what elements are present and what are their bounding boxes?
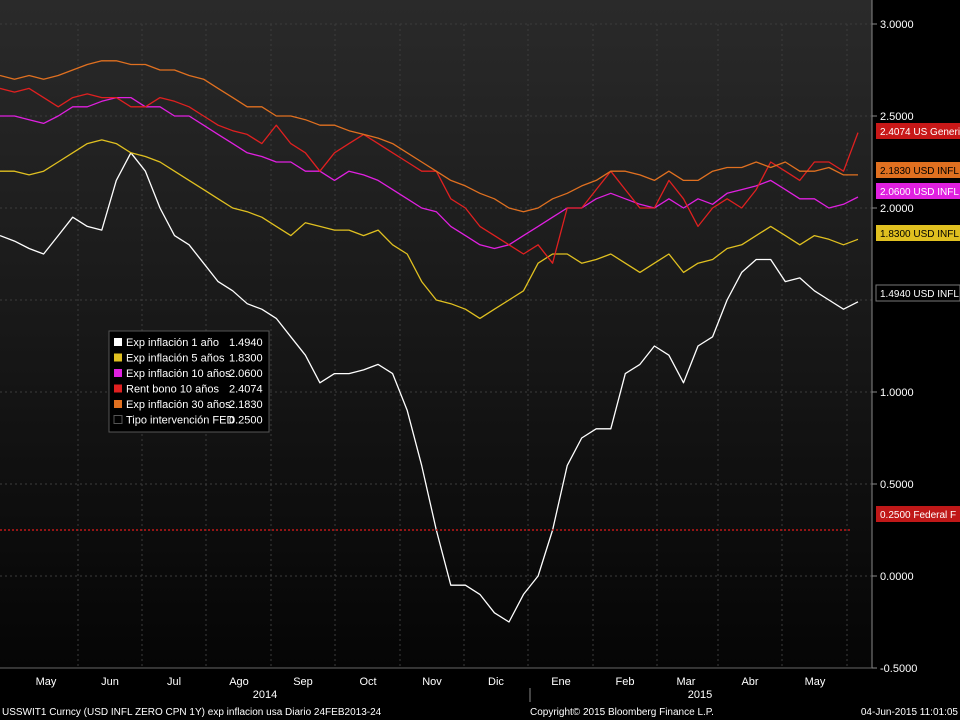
legend-value: 1.8300 [229, 353, 263, 365]
x-tick-label: Jun [101, 676, 119, 688]
series-line-2 [0, 96, 859, 250]
x-tick-label: Oct [359, 676, 376, 688]
series-line-0 [0, 152, 859, 623]
legend-value: 2.0600 [229, 368, 263, 380]
x-tick-label: May [36, 676, 57, 688]
last-value-tags: 1.4940 USD INFL 1.8300 USD INFL 2.0600 USD… [875, 123, 960, 522]
footer-date: 04-Jun-2015 11:01:05 [861, 707, 959, 718]
y-tick-label: 0.5000 [880, 479, 914, 491]
x-tick-label: Mar [677, 676, 696, 688]
x-tick-label: Sep [293, 676, 313, 688]
last-value-tag-text: 1.4940 USD INFL [880, 289, 959, 300]
last-value-tag: 1.8300 USD INFL [876, 225, 960, 241]
legend-label: Tipo intervención FED [126, 415, 234, 427]
legend-value: 1.4940 [229, 337, 263, 349]
footer-copyright: Copyright© 2015 Bloomberg Finance L.P. [530, 707, 714, 718]
footer-ticker: USSWIT1 Curncy (USD INFL ZERO CPN 1Y) ex… [2, 707, 382, 718]
legend-item: Rent bono 10 años 2.4074 [114, 384, 263, 396]
legend-label: Exp inflación 5 años [126, 353, 225, 365]
x-axis: May Jun Jul Ago Sep Oct Nov Dic Ene Feb Mar Abr May 2… [0, 667, 872, 702]
last-value-tag-text: 2.4074 US Generi [880, 127, 960, 138]
last-value-tag: 1.4940 USD INFL [875, 284, 960, 302]
x-tick-label: Ago [229, 676, 249, 688]
legend: Exp inflación 1 año 1.4940 Exp inflación 5… [108, 330, 270, 433]
year-label: 2015 [688, 689, 712, 701]
y-tick-label: 2.0000 [880, 203, 914, 215]
x-tick-label: Dic [488, 676, 504, 688]
series-layer [0, 60, 859, 623]
x-tick-label: Feb [616, 676, 635, 688]
x-tick-label: May [805, 676, 826, 688]
legend-label: Exp inflación 30 años [126, 399, 231, 411]
last-value-tag-text: 2.0600 USD INFL [880, 187, 959, 198]
last-value-tag: 2.1830 USD INFL [876, 162, 960, 178]
y-tick-label: 1.0000 [880, 387, 914, 399]
last-value-tag-text: 0.2500 Federal F [880, 510, 956, 521]
last-value-tag: 2.0600 USD INFL [876, 183, 960, 199]
last-value-tag-text: 2.1830 USD INFL [880, 166, 959, 177]
x-tick-label: Nov [422, 676, 442, 688]
legend-box [108, 330, 270, 433]
last-value-tag: 2.4074 US Generi [876, 123, 960, 139]
x-tick-label: Ene [551, 676, 571, 688]
series-line-3 [0, 87, 859, 264]
legend-value: 2.4074 [229, 384, 263, 396]
y-tick-label: 0.0000 [880, 571, 914, 583]
legend-item: Exp inflación 5 años 1.8300 [114, 353, 263, 365]
series-line-1 [0, 139, 859, 320]
year-label: 2014 [253, 689, 277, 701]
last-value-tag: 0.2500 Federal F [876, 506, 960, 522]
last-value-tag-text: 1.8300 USD INFL [880, 229, 959, 240]
y-axis: 3.0000 2.5000 2.0000 1.0000 0.5000 0.0000 -0.5… [871, 0, 917, 675]
series-line-4 [0, 60, 858, 213]
x-tick-label: Abr [741, 676, 758, 688]
y-tick-label: 3.0000 [880, 19, 914, 31]
x-tick-label: Jul [167, 676, 181, 688]
legend-label: Exp inflación 1 año [126, 337, 219, 349]
legend-value: 0.2500 [229, 415, 263, 427]
legend-value: 2.1830 [229, 399, 263, 411]
y-tick-label: -0.5000 [880, 663, 917, 675]
legend-label: Exp inflación 10 años [126, 368, 231, 380]
footer: USSWIT1 Curncy (USD INFL ZERO CPN 1Y) ex… [2, 707, 958, 718]
legend-label: Rent bono 10 años [126, 384, 219, 396]
legend-item: Exp inflación 1 año 1.4940 [114, 337, 263, 349]
y-tick-label: 2.5000 [880, 111, 914, 123]
